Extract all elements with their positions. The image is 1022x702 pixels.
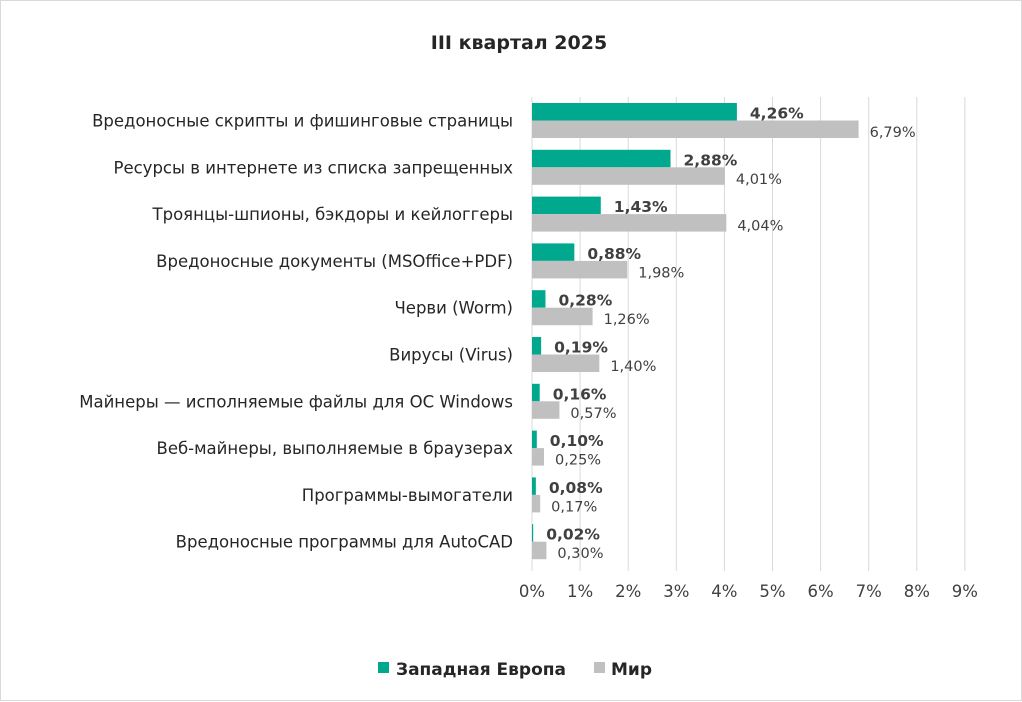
x-tick-label: 6% <box>808 582 834 601</box>
x-tick-label: 2% <box>615 582 641 601</box>
bar-world <box>532 541 547 560</box>
data-label-world: 6,79% <box>870 125 916 141</box>
bar-western-europe <box>532 290 546 308</box>
bar-western-europe <box>532 337 542 355</box>
bar-world <box>532 260 628 279</box>
data-label-world: 0,17% <box>551 499 597 515</box>
x-tick-label: 7% <box>856 582 882 601</box>
data-label-western-europe: 0,16% <box>553 385 607 403</box>
data-label-world: 0,25% <box>555 453 601 469</box>
bar-western-europe <box>532 243 575 261</box>
chart-title: III квартал 2025 <box>431 32 607 54</box>
data-label-western-europe: 0,28% <box>558 292 612 310</box>
data-label-world: 1,26% <box>604 312 650 328</box>
bar-world <box>532 167 725 185</box>
data-label-western-europe: 2,88% <box>684 151 738 169</box>
x-tick-label: 5% <box>759 582 785 601</box>
category-label: Вредоносные документы (MSOffice+PDF) <box>156 252 513 271</box>
x-tick-label: 4% <box>711 582 737 601</box>
category-label: Вирусы (Virus) <box>389 346 513 365</box>
data-label-world: 1,98% <box>638 265 684 281</box>
bar-western-europe <box>532 149 671 168</box>
data-label-world: 0,30% <box>557 546 603 562</box>
legend-swatch-world <box>594 662 605 673</box>
data-label-world: 4,04% <box>737 219 783 235</box>
bar-western-europe <box>532 103 737 121</box>
bar-world <box>532 448 545 466</box>
bar-western-europe <box>532 196 601 215</box>
data-labels: 4,26% 6,79% 2,88% 4,01% 1,43% 4,04% 0,88% 1,98%… <box>546 105 915 563</box>
x-tick-label: 0% <box>519 582 545 601</box>
category-label: Программы-вымогатели <box>302 486 513 505</box>
bar-world <box>532 354 600 372</box>
bar-world <box>532 120 859 138</box>
bars <box>532 103 859 560</box>
data-label-western-europe: 4,26% <box>750 105 804 123</box>
data-label-world: 1,40% <box>610 359 656 375</box>
bar-world <box>532 401 560 419</box>
x-tick-label: 8% <box>904 582 930 601</box>
bar-western-europe <box>532 477 536 495</box>
data-label-western-europe: 0,08% <box>549 479 603 497</box>
data-label-western-europe: 0,19% <box>554 339 608 357</box>
bar-western-europe <box>532 524 534 542</box>
category-label: Вредоносные программы для AutoCAD <box>176 533 513 552</box>
x-axis-tick-labels: 0% 1% 2% 3% 4% 5% 6% 7% 8% 9% <box>519 582 978 601</box>
category-labels: Вредоносные скрипты и фишинговые страниц… <box>79 112 513 552</box>
category-label: Вредоносные скрипты и фишинговые страниц… <box>92 112 513 131</box>
legend-label-western-europe: Западная Европа <box>396 660 566 680</box>
category-label: Майнеры — исполняемые файлы для ОС Windo… <box>79 392 513 411</box>
bar-world <box>532 494 541 513</box>
bar-world <box>532 214 727 232</box>
data-label-western-europe: 1,43% <box>614 198 668 216</box>
bar-western-europe <box>532 383 540 402</box>
category-label: Ресурсы в интернете из списка запрещенны… <box>114 158 514 177</box>
legend: Западная Европа Мир <box>378 660 652 680</box>
bar-world <box>532 307 593 326</box>
data-label-world: 4,01% <box>736 172 782 188</box>
data-label-world: 0,57% <box>570 406 616 422</box>
x-tick-label: 9% <box>952 582 978 601</box>
category-label: Веб-майнеры, выполняемые в браузерах <box>157 439 514 458</box>
x-tick-label: 3% <box>663 582 689 601</box>
category-label: Черви (Worm) <box>394 299 513 318</box>
bar-western-europe <box>532 430 537 449</box>
data-label-western-europe: 0,02% <box>546 526 600 544</box>
legend-label-world: Мир <box>611 660 652 680</box>
legend-swatch-western-europe <box>378 662 389 673</box>
data-label-western-europe: 0,88% <box>587 245 641 263</box>
x-tick-label: 1% <box>567 582 593 601</box>
category-label: Троянцы-шпионы, бэкдоры и кейлоггеры <box>152 205 513 224</box>
data-label-western-europe: 0,10% <box>550 432 604 450</box>
